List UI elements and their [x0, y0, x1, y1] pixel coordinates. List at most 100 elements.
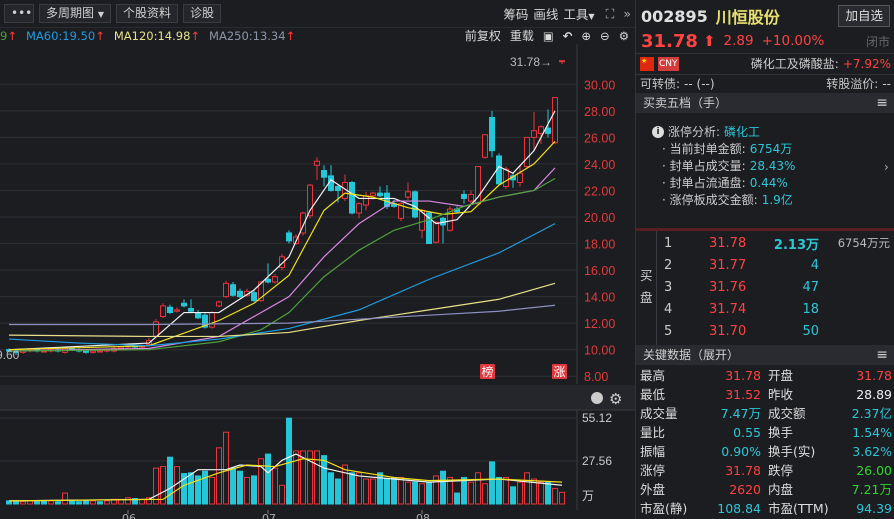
analysis-sector[interactable]: 磷化工: [724, 125, 761, 139]
volume-bar: [27, 500, 33, 505]
bid-row[interactable]: 4 31.74 18: [657, 298, 894, 320]
menu-icon[interactable]: ≡: [876, 95, 888, 111]
chevron-right-icon[interactable]: ›: [884, 160, 889, 174]
ma60-value: MA60:19.50↑: [25, 29, 105, 43]
zoom-in-icon[interactable]: ⊕: [581, 29, 592, 43]
ma5-line: [8, 110, 556, 351]
settings-icon[interactable]: ⚙: [609, 390, 622, 408]
bid-row[interactable]: 3 31.76 47: [657, 276, 894, 298]
china-flag-icon: ★: [640, 56, 654, 71]
stock-profile-button[interactable]: 个股资料: [116, 4, 179, 23]
bid-volume: 4: [810, 257, 819, 273]
undo-icon[interactable]: ↶: [562, 29, 573, 43]
sector-row: ★ CNY 磷化工及磷酸盐: +7.92%: [636, 53, 894, 73]
tools-dropdown[interactable]: 工具▼: [563, 4, 594, 23]
candle: [174, 309, 180, 312]
forward-adjust-button[interactable]: 前复权: [464, 29, 501, 43]
analysis-item-label: · 封单占流通盘:: [662, 176, 746, 190]
volume-tick-label: 万: [582, 489, 594, 503]
key-data-row: 外盘 2620 内盘 7.21万: [636, 480, 894, 499]
candle: [223, 282, 229, 298]
volume-bar: [545, 481, 551, 505]
divider: [656, 231, 657, 345]
draw-line-button[interactable]: 画线: [533, 7, 559, 22]
bid-price: 31.74: [709, 301, 747, 317]
volume-bar: [503, 476, 509, 505]
volume-bar: [454, 492, 460, 505]
volume-bar: [328, 472, 334, 505]
candle: [279, 256, 285, 268]
key-data-label: 昨收: [768, 387, 794, 402]
multi-period-label: 多周期图: [46, 6, 95, 20]
key-data-label: 市盈(静): [640, 501, 688, 516]
stock-code: 002895: [641, 6, 708, 26]
volume-bar: [447, 476, 453, 505]
candle: [265, 278, 271, 283]
candle: [272, 276, 278, 283]
volume-bar: [433, 475, 439, 505]
volume-bar: [377, 472, 383, 505]
last-price: 31.78: [641, 30, 698, 52]
volume-bar: [517, 481, 523, 505]
volume-bar: [363, 478, 369, 505]
bid-level: 2: [664, 257, 673, 273]
multi-period-dropdown[interactable]: 多周期图 ▼: [39, 4, 111, 23]
volume-tick-label: 27.56: [582, 454, 612, 468]
key-data-row: 涨停 31.78 跌停 26.00: [636, 461, 894, 480]
candle: [167, 306, 173, 314]
candle: [461, 193, 467, 199]
order-book-header[interactable]: 买卖五档（手） ≡: [636, 93, 894, 113]
convertible-value: -- (--): [684, 76, 715, 91]
candle: [489, 116, 495, 152]
zoom-out-icon[interactable]: ⊖: [600, 29, 610, 43]
bid-level: 1: [664, 235, 673, 251]
key-data-label: 开盘: [768, 368, 794, 383]
bid-row[interactable]: 1 31.78 2.13万 6754万元: [657, 232, 894, 254]
key-data-value: 31.78: [856, 368, 892, 383]
bid-row[interactable]: 5 31.70 50: [657, 320, 894, 342]
volume-bar: [314, 450, 320, 505]
volume-bar: [244, 476, 250, 505]
key-data-row: 市盈(静) 108.84 市盈(TTM) 94.39: [636, 499, 894, 518]
key-data-value: 7.47万: [720, 406, 761, 421]
key-data-title: 关键数据（展开）: [643, 348, 740, 362]
candle: [90, 350, 96, 353]
volume-bar: [370, 478, 376, 505]
add-watchlist-button[interactable]: 加自选: [838, 5, 890, 27]
key-data-header[interactable]: 关键数据（展开） ≡: [636, 345, 894, 365]
key-data-label: 市盈(TTM): [768, 501, 829, 516]
bid-row[interactable]: 2 31.77 4: [657, 254, 894, 276]
close-indicator-icon[interactable]: [591, 392, 603, 404]
lock-icon[interactable]: ▣: [542, 29, 554, 43]
reload-button[interactable]: 重载: [509, 29, 534, 43]
last-price-label: 31.78→: [510, 55, 552, 69]
candle: [286, 232, 292, 242]
chips-button[interactable]: 筹码: [503, 7, 529, 22]
limit-up-badge-text: 涨: [554, 364, 566, 379]
settings-icon[interactable]: ⚙: [618, 29, 629, 43]
key-data-label: 外盘: [640, 482, 666, 497]
candle: [531, 130, 537, 138]
chevron-down-icon: ▼: [588, 12, 595, 21]
candle: [405, 191, 411, 198]
menu-icon[interactable]: ≡: [876, 347, 888, 363]
volume-bar: [531, 478, 537, 505]
key-data-value: 108.84: [717, 501, 761, 516]
volume-bar: [552, 487, 558, 505]
info-icon: i: [652, 126, 664, 138]
key-data-label: 最低: [640, 387, 666, 402]
rank-badge-text: 榜: [482, 364, 494, 379]
candle: [468, 193, 474, 202]
diagnose-button[interactable]: 诊股: [183, 4, 222, 23]
volume-bar: [104, 500, 110, 505]
more-button[interactable]: •••: [4, 4, 34, 23]
kline-chart[interactable]: 30.00 28.00 26.00 24.00 22.00 20.00 18.00 16.00…: [0, 44, 635, 519]
volume-bar: [349, 472, 355, 505]
fullscreen-icon[interactable]: ⛶: [605, 5, 615, 21]
rank-badge: [480, 364, 495, 379]
premium-value: --: [882, 76, 891, 91]
ma10-line: [8, 140, 556, 351]
sector-link[interactable]: 磷化工及磷酸盐:: [750, 57, 839, 71]
candle: [97, 350, 103, 353]
collapse-icon[interactable]: »: [623, 6, 631, 21]
